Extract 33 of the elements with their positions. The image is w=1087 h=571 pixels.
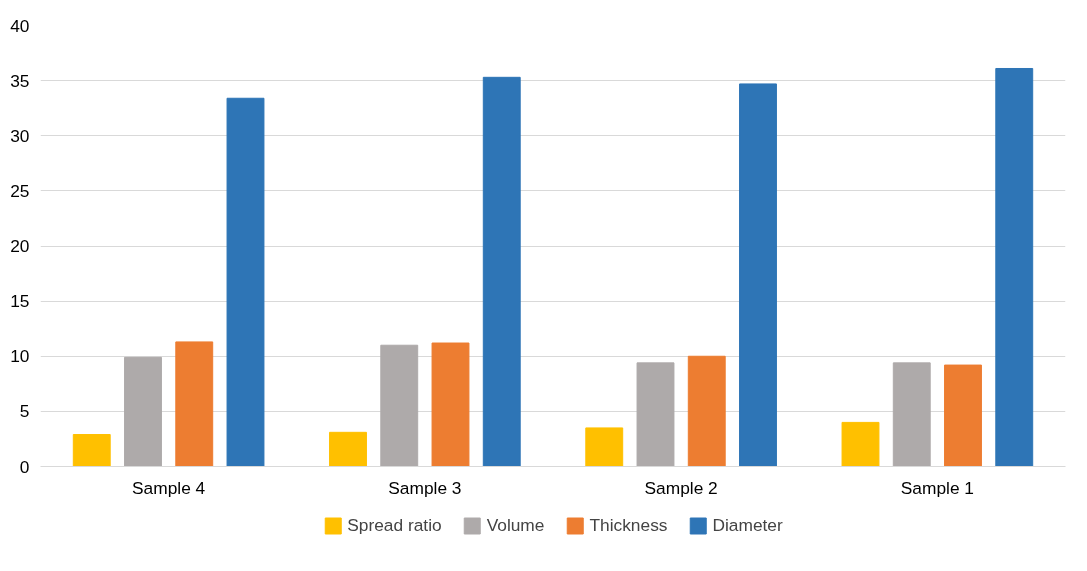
y-tick-label: 0 — [19, 456, 30, 477]
legend-label: Thickness — [589, 514, 668, 536]
legend-label: Volume — [486, 514, 545, 536]
bar — [482, 76, 521, 467]
y-tick-label: 30 — [10, 125, 30, 146]
legend-label: Spread ratio — [347, 514, 442, 536]
bar — [944, 364, 982, 467]
x-tick-label: Sample 3 — [388, 477, 462, 498]
y-tick-label: 35 — [10, 70, 30, 91]
bar — [841, 421, 880, 467]
x-tick-label: Sample 1 — [900, 477, 974, 498]
legend-label: Diameter — [712, 514, 783, 536]
y-tick-label: 20 — [10, 236, 30, 256]
bar — [739, 83, 777, 467]
bar — [124, 356, 162, 467]
y-tick-label: 5 — [19, 401, 30, 422]
bar — [175, 341, 214, 467]
x-tick-label: Sample 4 — [132, 477, 206, 498]
bar — [585, 427, 624, 467]
bar — [995, 68, 1034, 467]
y-tick-label: 25 — [10, 180, 30, 201]
bar — [380, 344, 419, 467]
y-tick-label: 10 — [10, 346, 30, 367]
bar — [329, 431, 367, 467]
bar — [72, 434, 111, 467]
bar — [226, 97, 265, 467]
y-tick-label: 40 — [10, 15, 30, 36]
bar — [892, 362, 931, 467]
bar — [636, 362, 675, 467]
y-tick-label: 15 — [10, 291, 30, 312]
bar — [687, 355, 726, 467]
bar — [431, 342, 470, 467]
x-tick-label: Sample 2 — [644, 477, 718, 498]
